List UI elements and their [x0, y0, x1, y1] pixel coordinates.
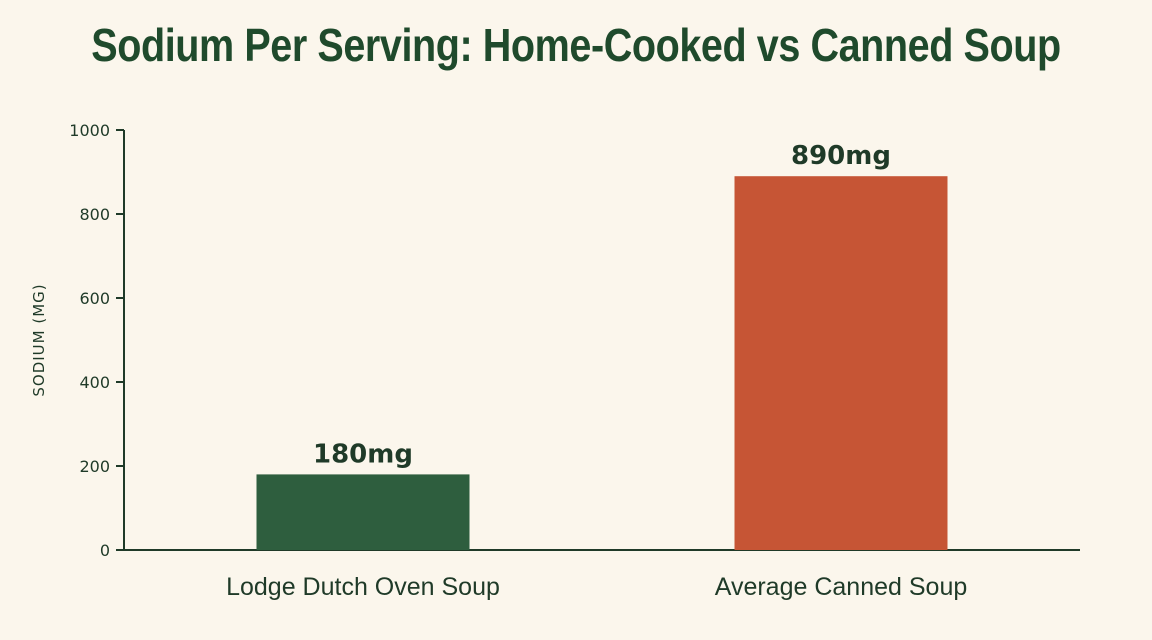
bar — [734, 176, 948, 550]
y-tick-label: 600 — [79, 289, 110, 308]
y-tick-label: 200 — [79, 457, 110, 476]
x-category-label: Lodge Dutch Oven Soup — [226, 573, 500, 601]
y-tick-label: 1000 — [69, 121, 110, 140]
y-axis: 0 200 400 600 800 1000 — [69, 121, 125, 560]
chart-title: Sodium Per Serving: Home-Cooked vs Canne… — [91, 19, 1061, 71]
y-tick-label: 800 — [79, 205, 110, 224]
y-axis-title: SODIUM (MG) — [30, 283, 48, 396]
bar-data-label: 890mg — [791, 141, 891, 171]
y-tick-label: 400 — [79, 373, 110, 392]
bar-data-label: 180mg — [313, 439, 413, 469]
y-tick-label: 0 — [100, 541, 110, 560]
bar-labels: 180mg 890mg — [313, 141, 891, 469]
x-axis: Lodge Dutch Oven Soup Average Canned Soup — [116, 549, 1080, 601]
bar — [256, 474, 470, 550]
x-category-label: Average Canned Soup — [715, 573, 968, 601]
bars — [256, 176, 948, 550]
